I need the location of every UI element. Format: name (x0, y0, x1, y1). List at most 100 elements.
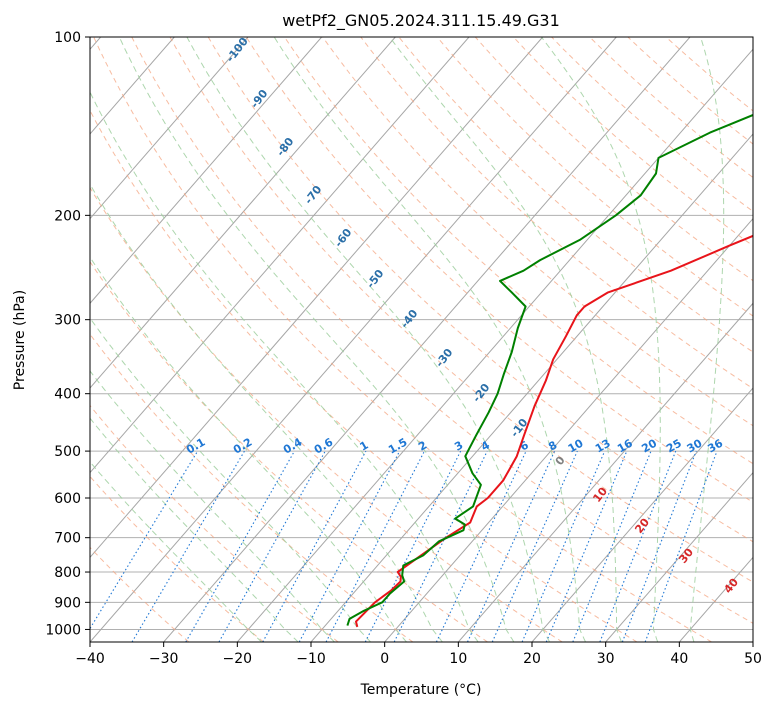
mixing-ratio-label: 0.2 (231, 436, 254, 457)
moist-adiabat-line (90, 370, 335, 642)
dry-adiabat-line (90, 475, 264, 642)
y-axis-label: Pressure (hPa) (12, 290, 28, 390)
mixing-ratio-line (364, 450, 462, 642)
dry-adiabat-line (513, 37, 753, 247)
isotherm-line (236, 48, 753, 642)
isotherm-line (531, 387, 753, 642)
isotherm-line (90, 37, 470, 474)
isotherm-line (384, 217, 753, 642)
isotherm-line (90, 37, 396, 389)
dry-adiabat-line (245, 37, 753, 503)
mixing-ratio-line (572, 450, 652, 642)
isotherm-line (310, 133, 753, 642)
dry-adiabat-label: -70 (302, 183, 325, 207)
x-tick-label: 30 (597, 651, 615, 667)
moist-adiabat-line (273, 37, 586, 642)
moist-adiabats (90, 37, 725, 642)
y-tick-label: 300 (54, 313, 81, 329)
mixing-ratio-line (491, 450, 578, 642)
mixing-ratio-label: 0.6 (312, 435, 336, 456)
mixing-ratio-label: 16 (615, 436, 635, 455)
dry-adiabat-line (398, 37, 753, 353)
moist-adiabat-line (389, 37, 622, 642)
dry-adiabat-label: -20 (470, 381, 493, 405)
isotherm-line (90, 37, 617, 642)
mixing-ratio-line (262, 450, 367, 642)
dry-adiabat-line (284, 37, 753, 465)
moist-adiabat-line (90, 417, 299, 642)
x-tick-label: −10 (296, 651, 326, 667)
profile-series (346, 113, 753, 628)
dry-adiabat-line (551, 37, 753, 212)
dry-adiabat-line (360, 37, 753, 390)
mixing-ratio-label: 25 (664, 437, 684, 456)
dry-adiabat-line (169, 37, 753, 583)
chart-title: wetPf2_GN05.2024.311.15.49.G31 (282, 11, 560, 31)
dry-adiabat-label: -80 (274, 135, 297, 159)
x-axis-label: Temperature (°C) (360, 682, 482, 698)
dry-adiabat-line (90, 109, 638, 642)
moist-adiabat-line (541, 37, 661, 642)
moist-adiabat-line (689, 37, 725, 642)
mixing-ratio-label: 0.1 (184, 436, 207, 457)
mixing-ratio-line (521, 450, 606, 642)
mixing-ratio-line (545, 450, 628, 642)
mixing-ratio-line (185, 450, 295, 642)
isotherm-grid (90, 37, 753, 642)
x-tick-label: 50 (744, 651, 762, 667)
moist-adiabat-line (90, 317, 371, 642)
dry-adiabat-label: 10 (590, 485, 610, 505)
dry-adiabat-label: -100 (224, 35, 251, 65)
dry-adiabat-label: 40 (721, 576, 741, 596)
x-tick-label: 10 (449, 651, 467, 667)
y-tick-label: 400 (54, 387, 81, 403)
mixing-ratio-line (131, 450, 245, 642)
y-tick-label: 900 (54, 595, 81, 611)
dry-adiabats (90, 37, 753, 642)
dry-adiabat-label: -50 (364, 267, 387, 291)
mixing-ratio-line (644, 450, 718, 642)
mixing-ratio-line (90, 450, 199, 630)
isotherm-line (752, 641, 753, 642)
moist-adiabat-line (186, 37, 551, 642)
dry-adiabat-label: 30 (676, 546, 696, 566)
moist-adiabat-line (90, 256, 407, 642)
mixing-ratio-label: 10 (566, 436, 586, 455)
isotherm-line (90, 37, 249, 220)
y-tick-label: 600 (54, 491, 81, 507)
isotherm-line (90, 37, 323, 305)
x-tick-label: 0 (380, 651, 389, 667)
isotherm-line (605, 471, 753, 642)
x-tick-label: 20 (523, 651, 541, 667)
x-axis-ticks: −40 −30 −20 −10 0 10 20 30 40 50 (75, 642, 762, 667)
moist-adiabat-line (118, 37, 515, 642)
dewpoint-profile-line (346, 113, 753, 626)
x-tick-label: −20 (223, 651, 253, 667)
y-tick-label: 700 (54, 531, 81, 547)
y-tick-label: 500 (54, 444, 81, 460)
mixing-ratio-lines: 0.1 0.2 0.4 0.6 1 1.5 2 3 4 6 8 10 13 16 20 25 30 36 (90, 435, 725, 642)
isotherm-line (90, 37, 544, 559)
dry-adiabat-label: -90 (248, 87, 271, 111)
dry-adiabat-line (90, 333, 414, 642)
temperature-profile-line (355, 234, 753, 628)
mixing-ratio-label: 20 (639, 436, 659, 455)
dry-adiabat-label: 0 (553, 454, 568, 468)
dry-adiabat-line (90, 404, 339, 642)
moist-adiabat-line (90, 461, 262, 642)
y-tick-label: 100 (54, 30, 81, 46)
isotherm-line (163, 37, 691, 642)
y-axis-ticks: 100 200 300 400 500 600 700 800 900 1000 (45, 30, 90, 638)
mixing-ratio-label: 30 (685, 436, 705, 455)
isotherm-line (457, 302, 753, 642)
dry-adiabat-label: -60 (332, 226, 355, 250)
x-tick-label: −30 (149, 651, 179, 667)
mixing-ratio-label: 0.4 (281, 435, 305, 456)
dry-adiabat-line (93, 37, 712, 642)
isotherm-line (678, 556, 753, 642)
y-tick-label: 800 (54, 565, 81, 581)
mixing-ratio-line (393, 450, 488, 642)
